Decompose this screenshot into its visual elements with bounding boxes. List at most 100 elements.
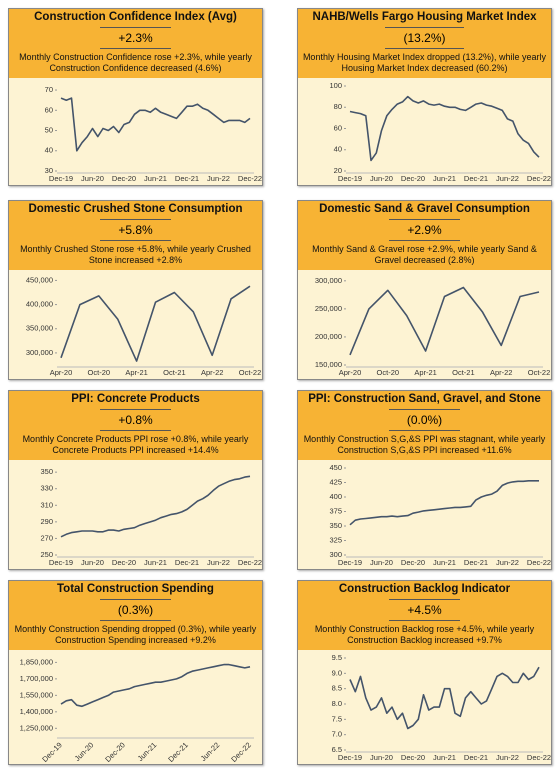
- change-value: +0.8%: [100, 409, 171, 431]
- y-tick-label: 450,000: [26, 275, 53, 284]
- panel-header: PPI: Concrete Products +0.8% Monthly Concr…: [9, 391, 262, 460]
- x-tick-label: Dec-21: [464, 174, 488, 183]
- panel-header: NAHB/Wells Fargo Housing Market Index (13…: [298, 9, 551, 78]
- chart-title: Domestic Crushed Stone Consumption: [28, 203, 243, 215]
- x-tick-label: Jun-21: [136, 740, 159, 763]
- chart-subtitle: Monthly Sand & Gravel rose +2.9%, while …: [312, 244, 537, 265]
- x-tick-label: Jun-20: [81, 558, 104, 567]
- y-tick-label: 9.0: [332, 668, 342, 677]
- x-tick-label: Oct-20: [377, 368, 400, 377]
- y-tick-label: 300,000: [315, 276, 342, 285]
- panel-header: Domestic Sand & Gravel Consumption +2.9% M…: [298, 201, 551, 270]
- x-tick-label: Dec-21: [175, 558, 199, 567]
- x-tick-label: Dec-22: [238, 558, 262, 567]
- chart-subtitle: Monthly Concrete Products PPI rose +0.8%…: [22, 434, 249, 455]
- y-tick-label: 1,850,000: [20, 657, 53, 666]
- line-series: [349, 480, 539, 526]
- x-tick-label: Apr-20: [50, 368, 73, 377]
- y-tick-label: 40: [45, 146, 53, 155]
- x-tick-label: Jun-20: [370, 174, 393, 183]
- panel-header: Total Construction Spending (0.3%) Monthly…: [9, 581, 262, 650]
- x-tick-label: Dec-21: [175, 174, 199, 183]
- x-tick-label: Apr-22: [201, 368, 224, 377]
- x-tick-label: Jun-22: [496, 558, 519, 567]
- change-value: (13.2%): [385, 27, 464, 49]
- x-tick-label: Jun-22: [496, 174, 519, 183]
- y-tick-label: 290: [40, 517, 53, 526]
- x-tick-label: Jun-22: [496, 753, 519, 762]
- y-tick-label: 70: [45, 85, 53, 94]
- x-tick-label: Jun-21: [433, 174, 456, 183]
- chart-subtitle: Monthly Construction Backlog rose +4.5%,…: [314, 624, 535, 645]
- x-tick-label: Jun-20: [370, 753, 393, 762]
- x-tick-label: Oct-20: [88, 368, 111, 377]
- line-series: [60, 285, 251, 362]
- y-tick-label: 350: [329, 521, 342, 530]
- y-tick-label: 1,400,000: [20, 707, 53, 716]
- chart-subtitle: Monthly Crushed Stone rose +5.8%, while …: [20, 244, 251, 265]
- x-tick-label: Dec-19: [338, 174, 362, 183]
- y-tick-label: 300,000: [26, 348, 53, 357]
- line-series: [349, 286, 540, 356]
- y-tick-label: 1,250,000: [20, 723, 53, 732]
- y-tick-label: 60: [45, 105, 53, 114]
- change-value: +4.5%: [389, 599, 460, 621]
- y-tick-label: 300: [329, 550, 342, 559]
- x-tick-label: Dec-22: [527, 174, 551, 183]
- y-tick-label: 400: [329, 492, 342, 501]
- line-series: [60, 475, 251, 538]
- chart-panel: PPI: Concrete Products +0.8% Monthly Concr…: [8, 390, 263, 570]
- y-tick-label: 325: [329, 535, 342, 544]
- y-tick-label: 60: [334, 123, 342, 132]
- chart-subtitle: Monthly Construction Confidence rose +2.…: [19, 52, 252, 73]
- x-tick-label: Dec-20: [401, 558, 425, 567]
- x-tick-label: Dec-20: [103, 740, 126, 763]
- y-tick-label: 40: [334, 145, 342, 154]
- y-tick-label: 270: [40, 533, 53, 542]
- x-tick-label: Dec-21: [464, 753, 488, 762]
- x-tick-label: Dec-19: [338, 558, 362, 567]
- x-tick-label: Dec-19: [49, 174, 73, 183]
- chart-panel: Domestic Sand & Gravel Consumption +2.9% M…: [297, 200, 552, 380]
- line-series: [60, 663, 251, 708]
- chart-title: PPI: Construction Sand, Gravel, and Ston…: [308, 393, 541, 405]
- x-tick-label: Oct-22: [528, 368, 551, 377]
- y-tick-label: 9.5: [332, 653, 342, 662]
- x-tick-label: Apr-21: [125, 368, 148, 377]
- x-tick-label: Jun-21: [433, 753, 456, 762]
- chart-plot: 30 40 50 60 70 Dec-19 Jun-20 Dec-20 Jun-21 Dec-21…: [45, 85, 262, 183]
- y-tick-label: 80: [334, 102, 342, 111]
- change-value: (0.3%): [99, 599, 172, 621]
- line-series: [60, 97, 251, 152]
- chart-title: Domestic Sand & Gravel Consumption: [319, 203, 530, 215]
- chart-title: NAHB/Wells Fargo Housing Market Index: [312, 11, 537, 23]
- x-tick-label: Dec-19: [49, 558, 73, 567]
- chart-plot: 300 325 350 375 400 425 450 Dec-19 Jun-20 Dec-20 J…: [329, 463, 551, 567]
- x-tick-label: Oct-21: [163, 368, 186, 377]
- chart-title: Construction Backlog Indicator: [338, 583, 511, 595]
- y-tick-label: 425: [329, 477, 342, 486]
- chart-panel: Construction Backlog Indicator +4.5% Month…: [297, 580, 552, 765]
- y-tick-label: 8.5: [332, 684, 342, 693]
- x-tick-label: Dec-20: [401, 753, 425, 762]
- panel-header: Domestic Crushed Stone Consumption +5.8% M…: [9, 201, 262, 270]
- x-tick-label: Jun-20: [73, 740, 96, 763]
- x-tick-label: Dec-20: [112, 558, 136, 567]
- x-tick-label: Dec-22: [527, 753, 551, 762]
- chart-panel: Construction Confidence Index (Avg) +2.3%…: [8, 8, 263, 186]
- chart-panel: Total Construction Spending (0.3%) Monthly…: [8, 580, 263, 765]
- y-tick-label: 1,700,000: [20, 674, 53, 683]
- x-tick-label: Jun-21: [144, 174, 167, 183]
- y-tick-label: 330: [40, 484, 53, 493]
- y-tick-label: 7.0: [332, 730, 342, 739]
- y-tick-label: 400,000: [26, 300, 53, 309]
- line-series: [349, 666, 540, 730]
- x-tick-label: Dec-19: [40, 740, 63, 763]
- x-tick-label: Jun-20: [370, 558, 393, 567]
- x-tick-label: Dec-19: [338, 753, 362, 762]
- panel-header: Construction Confidence Index (Avg) +2.3%…: [9, 9, 262, 78]
- chart-plot: 150,000 200,000 250,000 300,000 Apr-20 Oct-20…: [315, 276, 551, 377]
- x-tick-label: Jun-21: [433, 558, 456, 567]
- y-tick-label: 150,000: [315, 360, 342, 369]
